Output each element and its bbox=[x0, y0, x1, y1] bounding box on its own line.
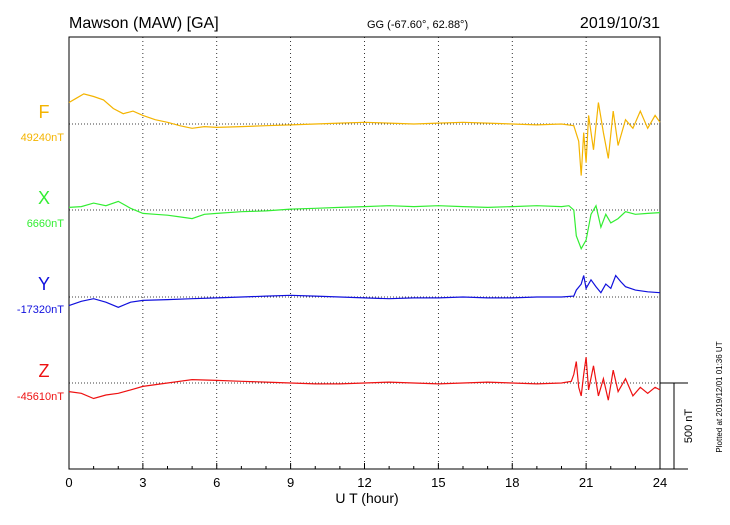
series-baseline-y: -17320nT bbox=[17, 304, 64, 316]
series-name-f: F bbox=[39, 102, 50, 122]
x-axis-label: U T (hour) bbox=[335, 490, 398, 506]
plotted-timestamp: Plotted at 2019/12/01 01:36 UT bbox=[715, 341, 724, 452]
scale-bar: 500 nT bbox=[660, 382, 695, 470]
x-tick-label-9: 9 bbox=[287, 475, 294, 490]
series-lines bbox=[68, 93, 661, 401]
plot-date: 2019/10/31 bbox=[580, 15, 660, 32]
series-name-y: Y bbox=[38, 274, 50, 294]
series-line-x bbox=[68, 200, 661, 251]
station-coordinates: GG (-67.60°, 62.88°) bbox=[367, 19, 468, 31]
series-name-x: X bbox=[38, 188, 50, 208]
x-tick-label-0: 0 bbox=[65, 475, 72, 490]
x-tick-label-15: 15 bbox=[431, 475, 445, 490]
x-tick-label-6: 6 bbox=[213, 475, 220, 490]
x-tick-label-21: 21 bbox=[579, 475, 593, 490]
series-baseline-f: 49240nT bbox=[21, 132, 65, 144]
series-line-z bbox=[68, 357, 661, 401]
x-tick-label-24: 24 bbox=[653, 475, 667, 490]
series-baseline-z: -45610nT bbox=[17, 391, 64, 403]
series-line-y bbox=[68, 274, 661, 308]
x-tick-label-12: 12 bbox=[357, 475, 371, 490]
series-line-f bbox=[68, 93, 661, 176]
scale-bar-label: 500 nT bbox=[683, 409, 695, 444]
x-tick-label-3: 3 bbox=[139, 475, 146, 490]
x-tick-label-18: 18 bbox=[505, 475, 519, 490]
series-baseline-x: 6660nT bbox=[27, 218, 65, 230]
vertical-gridlines bbox=[142, 37, 587, 469]
x-axis-ticks bbox=[68, 463, 661, 469]
station-title: Mawson (MAW) [GA] bbox=[69, 15, 219, 32]
series-name-z: Z bbox=[39, 361, 50, 381]
x-axis-tick-labels: 0 3 6 9 12 15 18 21 24 bbox=[65, 475, 667, 490]
series-labels: F 49240nT X 6660nT Y -17320nT Z -45610nT bbox=[17, 102, 64, 403]
